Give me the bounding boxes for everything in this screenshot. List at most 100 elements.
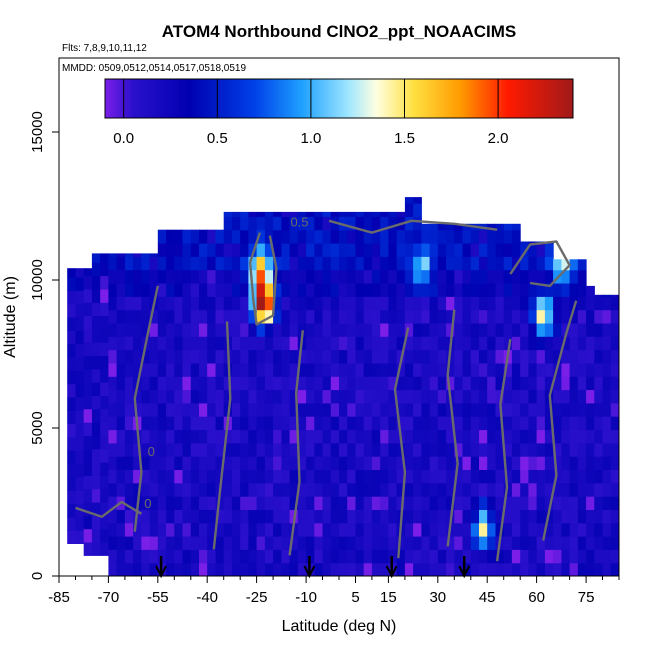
heatmap-cell [256,456,266,470]
heatmap-cell [586,496,595,510]
heatmap-cell [421,482,431,497]
heatmap-cell [594,296,604,311]
heatmap-cell [231,256,241,271]
heatmap-cell [273,229,282,244]
heatmap-cell [297,496,307,510]
heatmap-cell [396,456,406,470]
heatmap-cell [100,328,109,343]
colorbar-ticks: 0.0 0.5 1.0 1.5 2.0 [113,79,509,147]
heatmap-field [67,197,619,576]
heatmap-cell [190,283,200,297]
heatmap-cell [190,522,200,537]
heatmap-cell [289,269,299,284]
heatmap-cell [215,456,225,470]
heatmap-cell [199,562,208,576]
heatmap-cell [166,496,175,510]
heatmap-cell [281,522,291,537]
heatmap-cell [190,496,200,510]
heatmap-cell [520,309,529,324]
heatmap-cell [264,482,274,497]
heatmap-cell [470,376,480,391]
heatmap-cell [108,283,118,297]
heatmap-cell [133,402,142,417]
heatmap-cell [421,509,431,524]
heatmap-cell [207,482,216,497]
heatmap-cell [421,562,431,576]
heatmap-cell [248,496,258,510]
heatmap-cell [141,549,151,564]
heatmap-cell [141,283,151,297]
heatmap-cell [157,376,167,391]
heatmap-cell [240,456,249,470]
heatmap-cell [141,349,151,364]
heatmap-cell [182,336,192,351]
heatmap-cell [124,442,134,457]
heatmap-cell [388,416,398,431]
heatmap-cell [446,223,455,231]
heatmap-cell [380,416,389,431]
heatmap-cell [363,509,373,524]
heatmap-cell [429,522,439,537]
heatmap-cell [396,211,406,217]
heatmap-cell [100,288,109,303]
heatmap-cell [446,362,455,377]
heatmap-cell [363,389,373,404]
heatmap-cell [363,469,373,484]
heatmap-cell [207,362,216,377]
heatmap-cell [520,469,529,484]
contour-label: 0.5 [290,215,308,230]
heatmap-cell [569,269,579,284]
heatmap-cell [157,402,167,417]
heatmap-cell [100,395,109,410]
heatmap-cell [437,349,447,364]
heatmap-cell [339,482,348,497]
heatmap-cell [289,349,299,364]
heatmap-cell [413,562,422,576]
heatmap-cell [586,402,595,417]
heatmap-cell [306,322,315,337]
heatmap-cell [207,522,216,537]
heatmap-cell [544,456,554,470]
heatmap-cell [199,362,208,377]
heatmap-cell [256,402,266,417]
heatmap-cell [487,456,496,470]
heatmap-cell [339,549,348,564]
heatmap-cell [231,349,241,364]
heatmap-cell [273,456,282,470]
heatmap-cell [297,402,307,417]
heatmap-cell [503,336,513,351]
heatmap-cell [264,211,274,217]
heatmap-cell [536,496,546,510]
heatmap-cell [569,309,579,324]
heatmap-cell [577,416,587,431]
heatmap-cell [388,336,398,351]
heatmap-cell [100,275,109,290]
heatmap-cell [553,416,562,431]
heatmap-cell [454,256,464,271]
heatmap-cell [75,410,85,425]
heatmap-cell [462,309,472,324]
heatmap-cell [166,549,175,564]
heatmap-cell [248,402,258,417]
heatmap-cell [256,469,266,484]
y-tick-label: 10000 [29,259,46,301]
heatmap-cell [240,309,249,324]
heatmap-cell [380,429,389,444]
heatmap-cell [124,349,134,364]
heatmap-cell [594,442,604,457]
heatmap-cell [536,429,546,444]
heatmap-cell [520,522,529,537]
heatmap-cell [577,269,587,284]
heatmap-cell [577,562,587,576]
heatmap-cell [190,482,200,497]
heatmap-cell [511,243,521,257]
heatmap-cell [363,336,373,351]
heatmap-cell [133,442,142,457]
heatmap-cell [610,402,619,417]
heatmap-cell [577,522,587,537]
heatmap-cell [149,256,159,271]
heatmap-cell [91,262,101,277]
heatmap-cell [470,283,480,297]
heatmap-cell [536,296,546,311]
heatmap-cell [371,429,381,444]
